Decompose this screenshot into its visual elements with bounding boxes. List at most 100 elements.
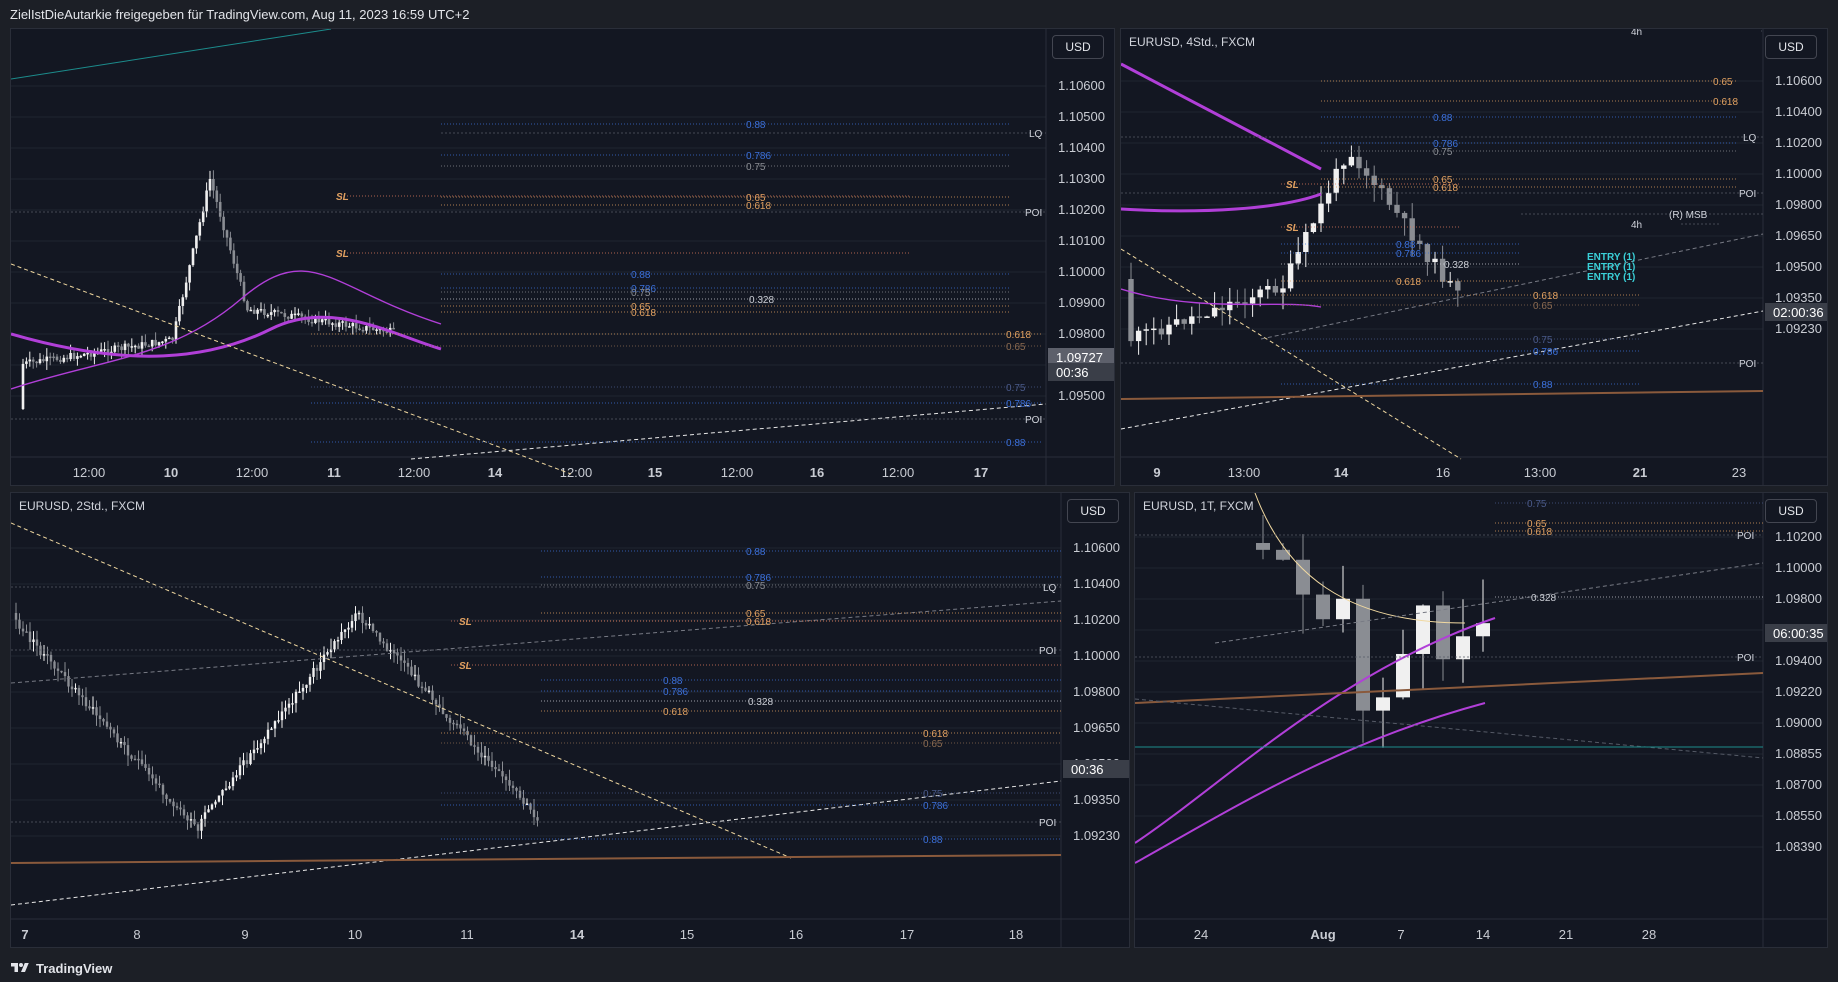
candle-body <box>203 812 207 819</box>
chart-panel-1[interactable]: USD 1.10600 1.10500 1.10400 1.10300 1.10200 1… <box>10 28 1115 486</box>
chart-canvas[interactable]: 1.10600 1.10400 1.10200 1.10000 1.09800 1.096… <box>11 493 1130 948</box>
candle-body <box>469 735 473 746</box>
currency-button[interactable]: USD <box>1765 35 1817 59</box>
candle-body <box>1211 307 1218 317</box>
candle-body <box>53 661 56 669</box>
candle-body <box>378 632 382 642</box>
chart-canvas[interactable]: 1.102001.100001.098001.096001.094001.092… <box>1135 493 1828 948</box>
candle-body <box>127 343 130 347</box>
chart-panel-2[interactable]: EURUSD, 4Std., FXCM USD 1.10600 1.10400 1.… <box>1120 28 1828 486</box>
chart-panel-4[interactable]: EURUSD, 1T, FXCM USD 1.10200 1.10000 1.098… <box>1134 492 1828 948</box>
candle-body <box>154 339 157 346</box>
candle-body <box>375 329 378 331</box>
chart-title: EURUSD, 2Std., FXCM <box>19 499 146 513</box>
candle-body <box>1416 605 1430 654</box>
currency-button[interactable]: USD <box>1052 35 1104 59</box>
candle-body <box>434 699 438 705</box>
candle-body <box>63 672 67 677</box>
x-tick-label: 12:00 <box>398 465 431 480</box>
fib-level-label: 0.786 <box>746 151 771 162</box>
candle-body <box>293 313 297 316</box>
candle-body <box>1455 281 1461 291</box>
countdown-badge <box>1063 760 1129 778</box>
trendline-up <box>410 403 1047 460</box>
candle-body <box>76 356 79 359</box>
fib-level-label: 0.75 <box>1533 335 1553 346</box>
zone-label: POI <box>1039 818 1056 829</box>
fib-level-label: 0.618 <box>631 308 656 319</box>
fib-level-label: 0.75 <box>923 789 943 800</box>
candle-body <box>1234 301 1241 304</box>
y-tick-label: 1.09400 <box>1775 653 1822 668</box>
candle-body <box>133 758 137 761</box>
candle-body <box>106 349 110 355</box>
fib-level-label: 0.65 <box>746 609 766 620</box>
footer-brand[interactable]: TradingView <box>0 954 1838 982</box>
candle-body <box>317 316 321 323</box>
fib-level-label: 0.786 <box>923 801 948 812</box>
candle-body <box>310 321 314 324</box>
candle-body <box>497 769 501 772</box>
candle-body <box>228 786 231 789</box>
candle-body <box>1280 288 1286 293</box>
fib-level-label: 0.618 <box>663 707 688 718</box>
candle-body <box>179 807 182 810</box>
candle-body <box>298 691 301 694</box>
chart-background <box>1135 493 1827 947</box>
candle-body <box>314 316 317 323</box>
currency-button[interactable]: USD <box>1067 499 1119 523</box>
candle-body <box>448 717 452 723</box>
fib-level-label: 0.328 <box>748 697 773 708</box>
candle-body <box>452 722 455 725</box>
candle-body <box>48 356 52 359</box>
candle-body <box>476 746 480 753</box>
candle-body <box>82 353 86 356</box>
chart-panel-3[interactable]: EURUSD, 2Std., FXCM USD 1.10600 1.10400 1.… <box>10 492 1130 948</box>
currency-button[interactable]: USD <box>1765 499 1817 523</box>
entry-label: ENTRY (1) <box>1587 272 1635 283</box>
candle-body <box>21 363 25 409</box>
candle-body <box>522 797 525 804</box>
moving-average-line <box>1121 288 1322 308</box>
x-tick-label: 14 <box>570 927 585 942</box>
y-tick-label: 1.09800 <box>1775 591 1822 606</box>
candle-body <box>378 328 382 331</box>
candle-body <box>518 790 522 798</box>
candle-body <box>392 649 396 654</box>
y-tick-label: 1.09000 <box>1775 715 1822 730</box>
candle-body <box>382 641 385 644</box>
candle-body <box>277 720 280 722</box>
candle-body <box>263 309 266 315</box>
candle-body <box>215 190 219 202</box>
candle-body <box>172 801 175 807</box>
candle-body <box>42 359 45 362</box>
candle-body <box>327 318 331 325</box>
zone-label: POI <box>1739 359 1756 370</box>
chart-canvas[interactable]: 1.10600 1.10500 1.10400 1.10300 1.10200 1.101… <box>11 29 1115 486</box>
chart-canvas[interactable]: 1.10600 1.10400 1.10200 1.10000 1.09800 1.096… <box>1121 29 1828 486</box>
candle-body <box>307 318 310 322</box>
fib-level-label: 0.786 <box>1396 249 1421 260</box>
candle-body <box>392 327 395 330</box>
fib-level-label: 0.65 <box>1433 175 1453 186</box>
y-tick-label: 1.09230 <box>1073 828 1120 843</box>
x-tick-label: 12:00 <box>73 465 106 480</box>
fib-level-label: 0.618 <box>746 617 771 628</box>
zone-label: LQ <box>1743 133 1757 144</box>
candle-body <box>60 670 63 673</box>
fib-level-label: 0.786 <box>631 284 656 295</box>
candle-body <box>249 309 253 312</box>
candle-body <box>205 190 208 212</box>
zone-label: 4h <box>1631 220 1642 231</box>
candle-body <box>490 760 494 767</box>
candle-body <box>431 690 434 700</box>
candle-body <box>171 337 174 340</box>
candle-body <box>406 662 410 667</box>
candle-body <box>214 801 217 805</box>
candle-body <box>290 313 293 319</box>
candle-body <box>1128 279 1134 342</box>
support-line <box>1121 390 1764 400</box>
candle-body <box>1436 605 1450 660</box>
candle-body <box>150 339 154 347</box>
candle-body <box>348 326 351 328</box>
